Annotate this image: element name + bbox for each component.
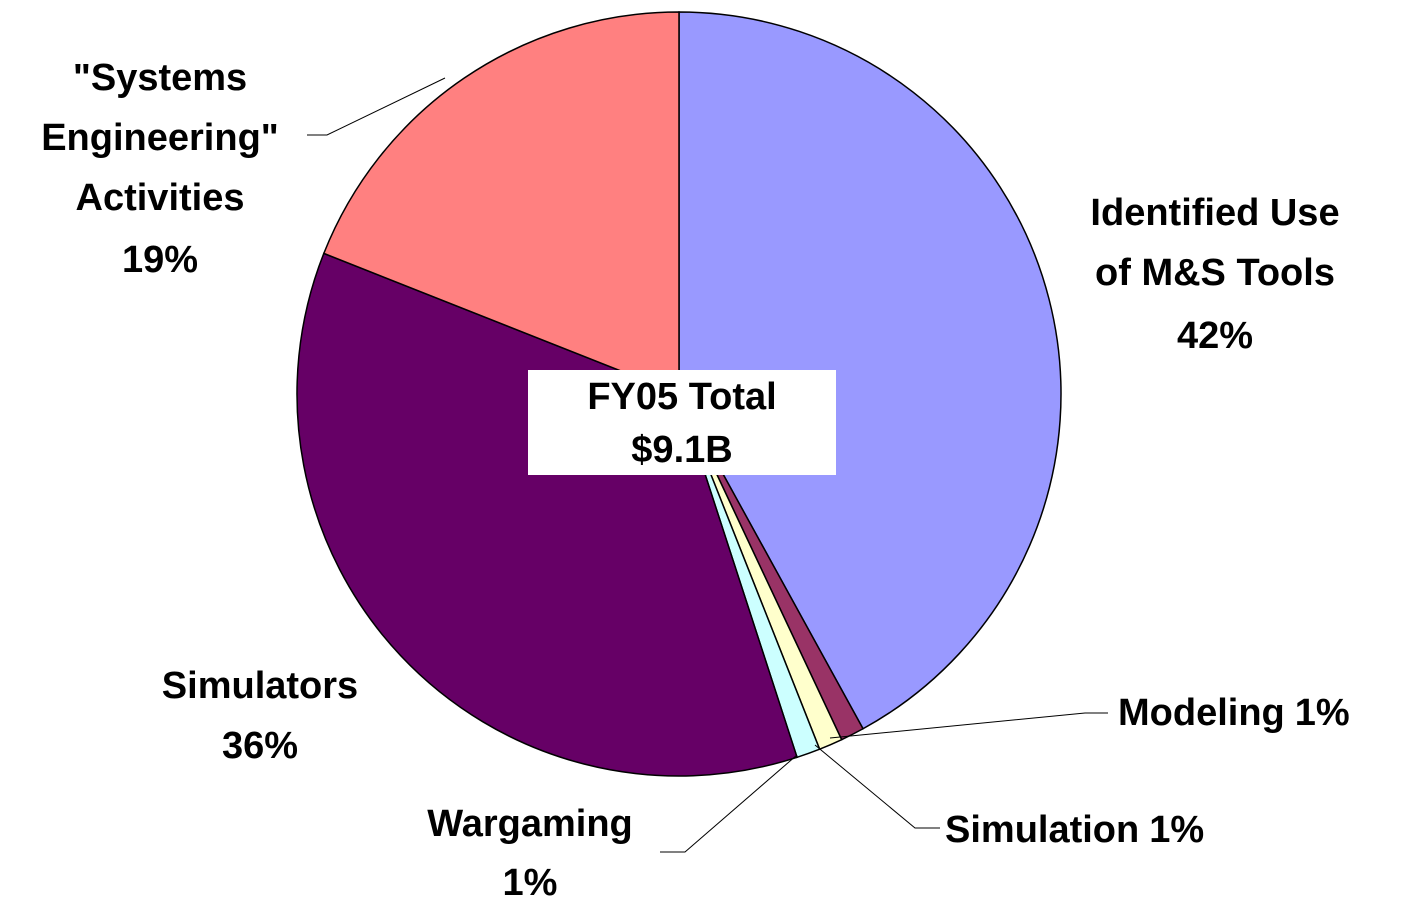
annotation: $9.1B (631, 429, 732, 471)
leader-line (660, 754, 798, 853)
value-label: 36% (222, 725, 298, 767)
pie-slice (678, 11, 1062, 730)
annotation: FY05 Total (587, 376, 776, 418)
value-label: 1% (1295, 692, 1350, 734)
slice-label: Identified Use (1090, 192, 1339, 234)
slice-label: 1% (503, 862, 558, 904)
slice-label: 42% (1177, 315, 1253, 357)
slice-label: 19% (122, 239, 198, 281)
slice-label: Simulation 1% (945, 809, 1204, 851)
slice-label: 36% (222, 725, 298, 767)
value-label: 19% (122, 239, 198, 281)
leader-line (814, 744, 940, 829)
category-label: Simulators (162, 665, 358, 707)
annotation-box (528, 370, 836, 475)
leader-line (829, 712, 1108, 739)
slice-label: Simulators (162, 665, 358, 707)
category-label: Modeling (1118, 692, 1285, 734)
slice-label: Activities (76, 177, 245, 219)
leader-line (307, 77, 446, 136)
category-label: of M&S Tools (1095, 252, 1335, 294)
value-label: 1% (1149, 809, 1204, 851)
value-label: 1% (503, 862, 558, 904)
slice-label: "Systems (73, 57, 247, 99)
category-label: "Systems (73, 57, 247, 99)
slice-label: Engineering" (41, 117, 279, 159)
slice-label: Modeling 1% (1118, 692, 1350, 734)
value-label: 42% (1177, 315, 1253, 357)
category-label: Identified Use (1090, 192, 1339, 234)
slice-label: of M&S Tools (1095, 252, 1335, 294)
slice-label: Wargaming (427, 803, 633, 845)
slices (296, 11, 1062, 777)
category-label: Simulation (945, 809, 1139, 851)
category-label: Engineering" (41, 117, 279, 159)
category-label: Activities (76, 177, 245, 219)
pie-slice (296, 252, 798, 777)
category-label: Wargaming (427, 803, 633, 845)
pie-slice (322, 11, 680, 396)
